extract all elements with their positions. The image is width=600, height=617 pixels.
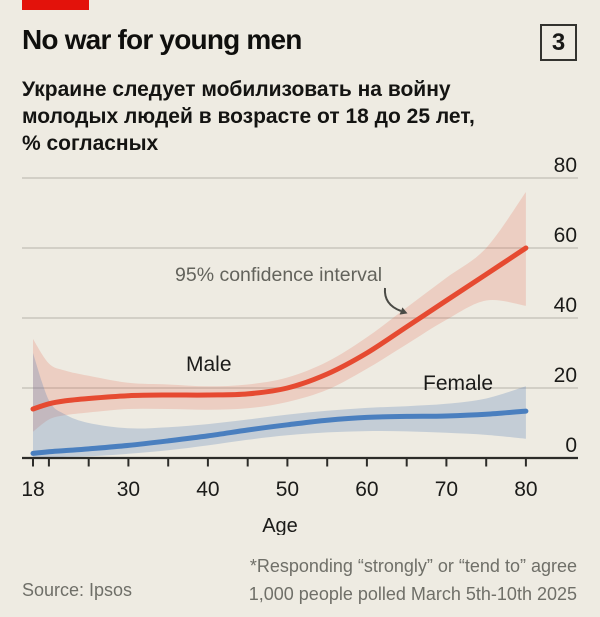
female-confidence-band [33,353,526,458]
figure-number-box: 3 [540,24,577,61]
chart-canvas: 0 20 40 60 80 18 30 40 50 60 70 80 Age Male Female 95% … [21,154,578,535]
x-tick-label-80: 80 [514,478,537,501]
x-tick-label-30: 30 [117,478,140,501]
subtitle-line-1: Украине следует мобилизовать на войну [22,78,451,101]
subtitle-line-2: молодых людей в возрасте от 18 до 25 лет… [22,105,475,128]
y-tick-label-60: 60 [554,224,577,247]
brand-tag [22,0,89,10]
female-trend-line [30,408,529,456]
y-tick-label-80: 80 [554,154,577,177]
y-tick-label-20: 20 [554,364,577,387]
x-tick-label-70: 70 [435,478,458,501]
annotation-arrow [383,287,402,312]
footnote-line-1: *Responding “strongly” or “tend to” agre… [249,556,577,576]
x-tick-label-40: 40 [196,478,219,501]
confidence-interval-annotation: 95% confidence interval [175,264,382,286]
page-title: No war for young men [22,24,302,55]
source-label: Source: Ipsos [22,580,133,600]
male-trend-line [30,245,529,412]
x-tick-label-18: 18 [21,478,44,501]
y-tick-label-0: 0 [565,434,577,457]
y-tick-label-40: 40 [554,294,577,317]
footnote-line-2: 1,000 people polled March 5th-10th 2025 [248,584,577,604]
female-series-label: Female [423,372,493,395]
x-tick-label-60: 60 [355,478,378,501]
subtitle-line-3: % согласных [22,132,159,155]
x-axis-title: Age [262,515,298,535]
chart-subtitle: Украине следует мобилизовать на войну мо… [22,76,522,157]
annotation-arrowhead [399,307,408,315]
male-series-label: Male [186,353,232,376]
footnote: *Responding “strongly” or “tend to” agre… [249,552,577,608]
x-tick-label-50: 50 [276,478,299,501]
